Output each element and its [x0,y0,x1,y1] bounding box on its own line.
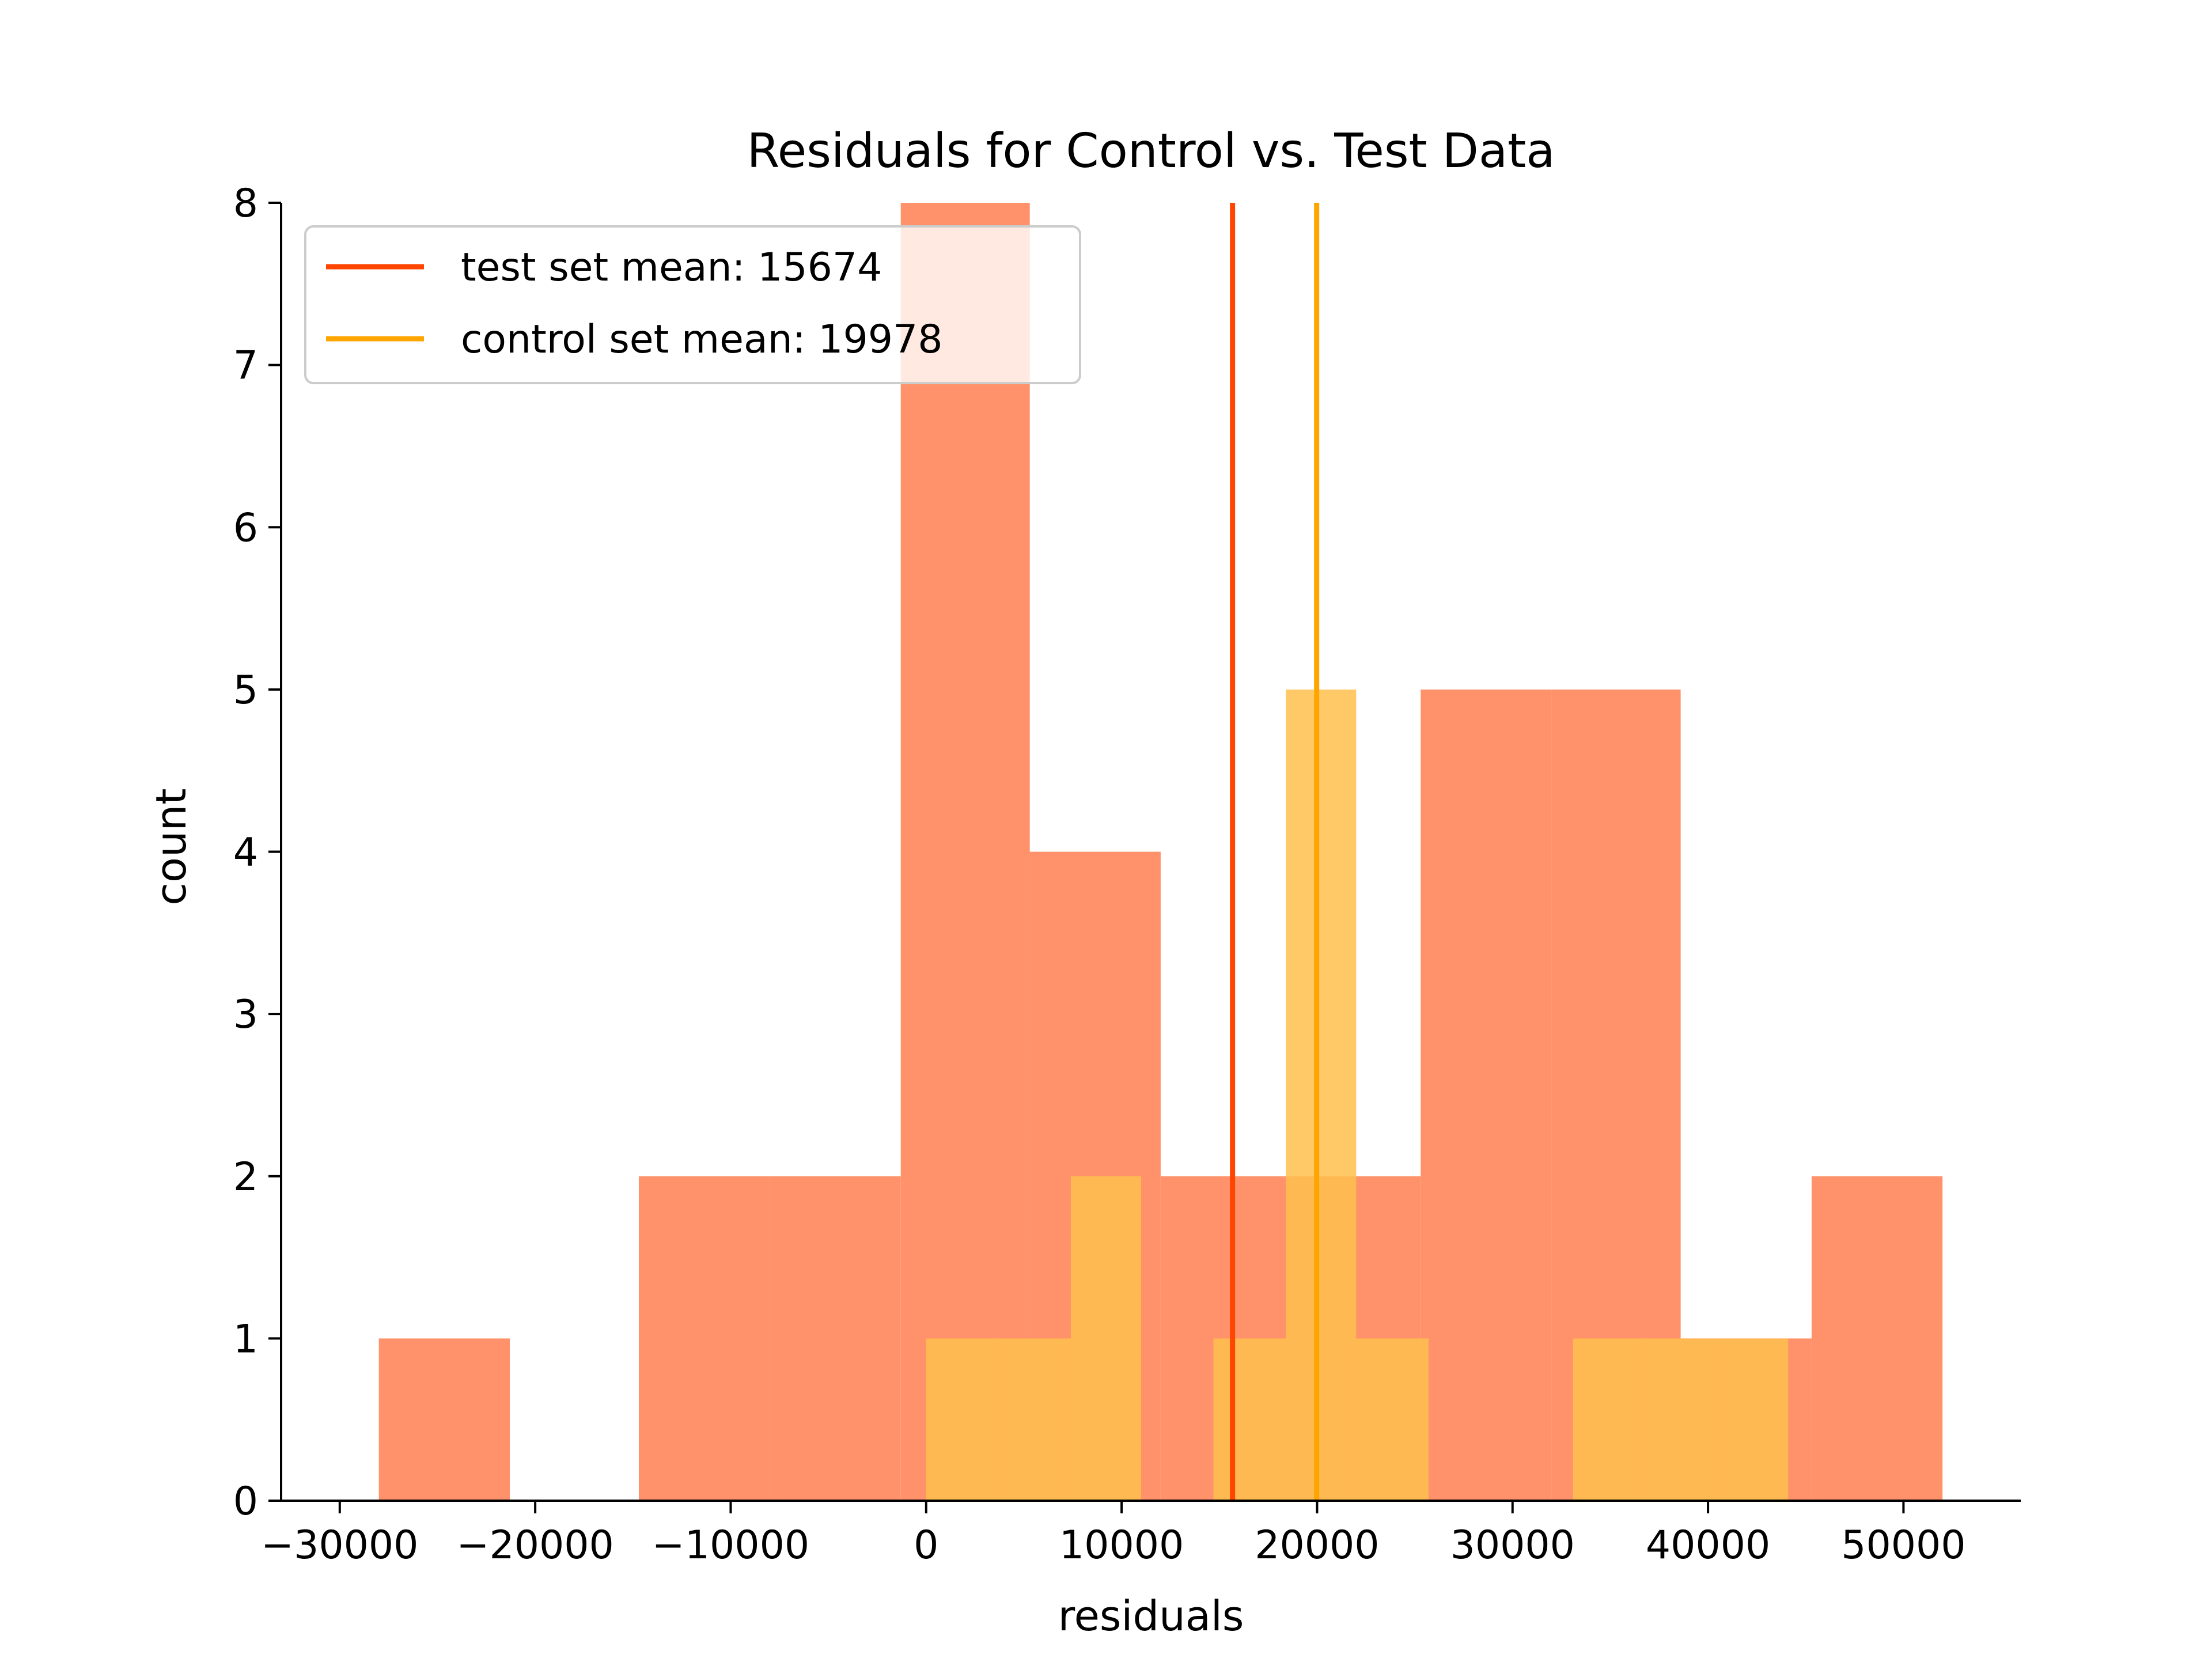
control-bar [998,1338,1071,1501]
test-bar [770,1176,901,1501]
control-bar [1573,1338,1644,1501]
y-tick-label: 4 [233,830,258,876]
y-tick-label: 1 [233,1316,258,1362]
test-bar [1811,1176,1943,1501]
y-tick-label: 6 [233,505,258,551]
legend-label-1: control set mean: 19978 [461,317,943,362]
x-tick-label: −20000 [456,1523,613,1568]
x-tick-label: 0 [914,1523,938,1568]
control-bar [1070,1176,1142,1501]
histogram-bars [378,203,1943,1501]
x-tick-label: 30000 [1450,1523,1575,1568]
legend-box [304,225,1081,384]
mean-lines [1230,203,1320,1501]
control-bar [1356,1338,1429,1501]
control-bar [1286,689,1357,1501]
test-bar [378,1338,510,1501]
y-tick-label: 8 [233,181,258,226]
legend-label-0: test set mean: 15674 [461,245,882,290]
y-tick-label: 2 [233,1154,258,1200]
x-tick-label: −30000 [261,1523,418,1568]
test-bar [900,203,1030,1501]
x-tick-label: 40000 [1646,1523,1770,1568]
axes: −30000 −20000 −10000 0 10000 20000 30000 40000 5… [233,181,2021,1568]
y-tick-label: 0 [233,1479,258,1524]
control-bar [1715,1338,1789,1501]
control-bar [1643,1338,1716,1501]
y-tick-label: 5 [233,668,258,713]
control-bar [1213,1338,1286,1501]
x-tick-label: −10000 [652,1523,809,1568]
y-tick-label: 3 [233,992,258,1038]
x-axis-label: residuals [1058,1592,1244,1640]
x-tick-label: 10000 [1059,1523,1184,1568]
x-tick-label: 50000 [1841,1523,1965,1568]
y-axis-label: count [147,788,195,905]
x-tick-label: 20000 [1255,1523,1379,1568]
control-bar [926,1338,999,1501]
test-bar [1421,689,1552,1501]
test-bar [639,1176,770,1501]
legend: test set mean: 15674 control set mean: 19… [304,225,1081,384]
chart-title: Residuals for Control vs. Test Data [747,124,1555,179]
y-tick-label: 7 [233,343,258,389]
